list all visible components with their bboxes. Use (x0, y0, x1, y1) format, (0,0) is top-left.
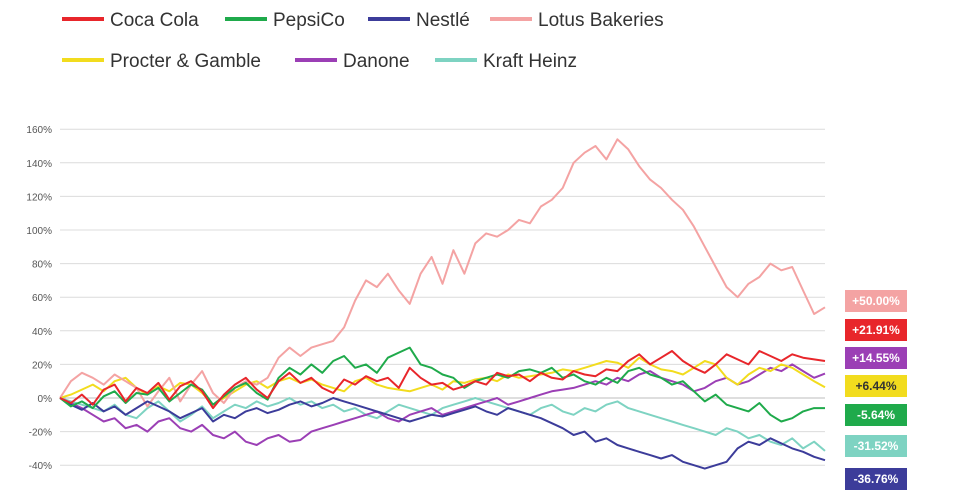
legend: Coca Cola PepsiCo Nestlé Lotus Bakeries Proc… (62, 10, 664, 72)
end-label-nestl: -36.76% (854, 472, 899, 486)
y-tick-label: 0% (38, 394, 53, 405)
gridlines (60, 128, 825, 466)
y-tick-label: -40% (29, 461, 52, 472)
legend-label-kraft-heinz: Kraft Heinz (483, 51, 577, 72)
end-label-lotus-bakeries: +50.00% (852, 294, 900, 308)
y-tick-label: 120% (26, 192, 52, 203)
end-label-danone: +14.55% (852, 351, 900, 365)
y-tick-label: 140% (26, 159, 52, 170)
end-label-box-danone (845, 347, 907, 369)
series-line-nestl (59, 397, 826, 470)
series-line-coca-cola (59, 350, 826, 410)
y-tick-label: 20% (32, 360, 52, 371)
end-label-coca-cola: +21.91% (852, 323, 900, 337)
legend-label-procter-gamble: Procter & Gamble (110, 51, 261, 72)
y-tick-label: 60% (32, 293, 52, 304)
end-label-box-nestl (845, 468, 907, 490)
series-line-danone (59, 363, 826, 446)
y-tick-label: -20% (29, 428, 52, 439)
legend-label-lotus-bakeries: Lotus Bakeries (538, 10, 664, 31)
end-label-kraft-heinz: -31.52% (854, 439, 899, 453)
series-lines (59, 138, 826, 470)
end-label-box-coca-cola (845, 319, 907, 341)
legend-label-coca-cola: Coca Cola (110, 10, 199, 31)
end-label-box-pepsico (845, 404, 907, 426)
end-label-procter-gamble: +6.44% (855, 379, 896, 393)
y-axis-ticks: 160% 140% 120% 100% 80% 60% 40% 20% 0% -20% -40% (26, 125, 52, 472)
y-tick-label: 160% (26, 125, 52, 136)
legend-label-nestl: Nestlé (416, 10, 470, 31)
y-tick-label: 80% (32, 260, 52, 271)
end-label-box-procter-gamble (845, 375, 907, 397)
legend-label-danone: Danone (343, 51, 410, 72)
y-tick-label: 100% (26, 226, 52, 237)
series-line-kraft-heinz (59, 397, 826, 452)
end-label-box-kraft-heinz (845, 435, 907, 457)
legend-label-pepsico: PepsiCo (273, 10, 345, 31)
series-line-lotus-bakeries (59, 138, 826, 408)
end-labels: +50.00% +21.91% +14.55% +6.44% -5.64% -31.52%… (845, 290, 907, 490)
y-tick-label: 40% (32, 327, 52, 338)
end-label-pepsico: -5.64% (857, 408, 895, 422)
series-line-pepsico (59, 346, 825, 423)
end-label-box-lotus-bakeries (845, 290, 907, 312)
series-line-procter-gamble (59, 356, 826, 406)
